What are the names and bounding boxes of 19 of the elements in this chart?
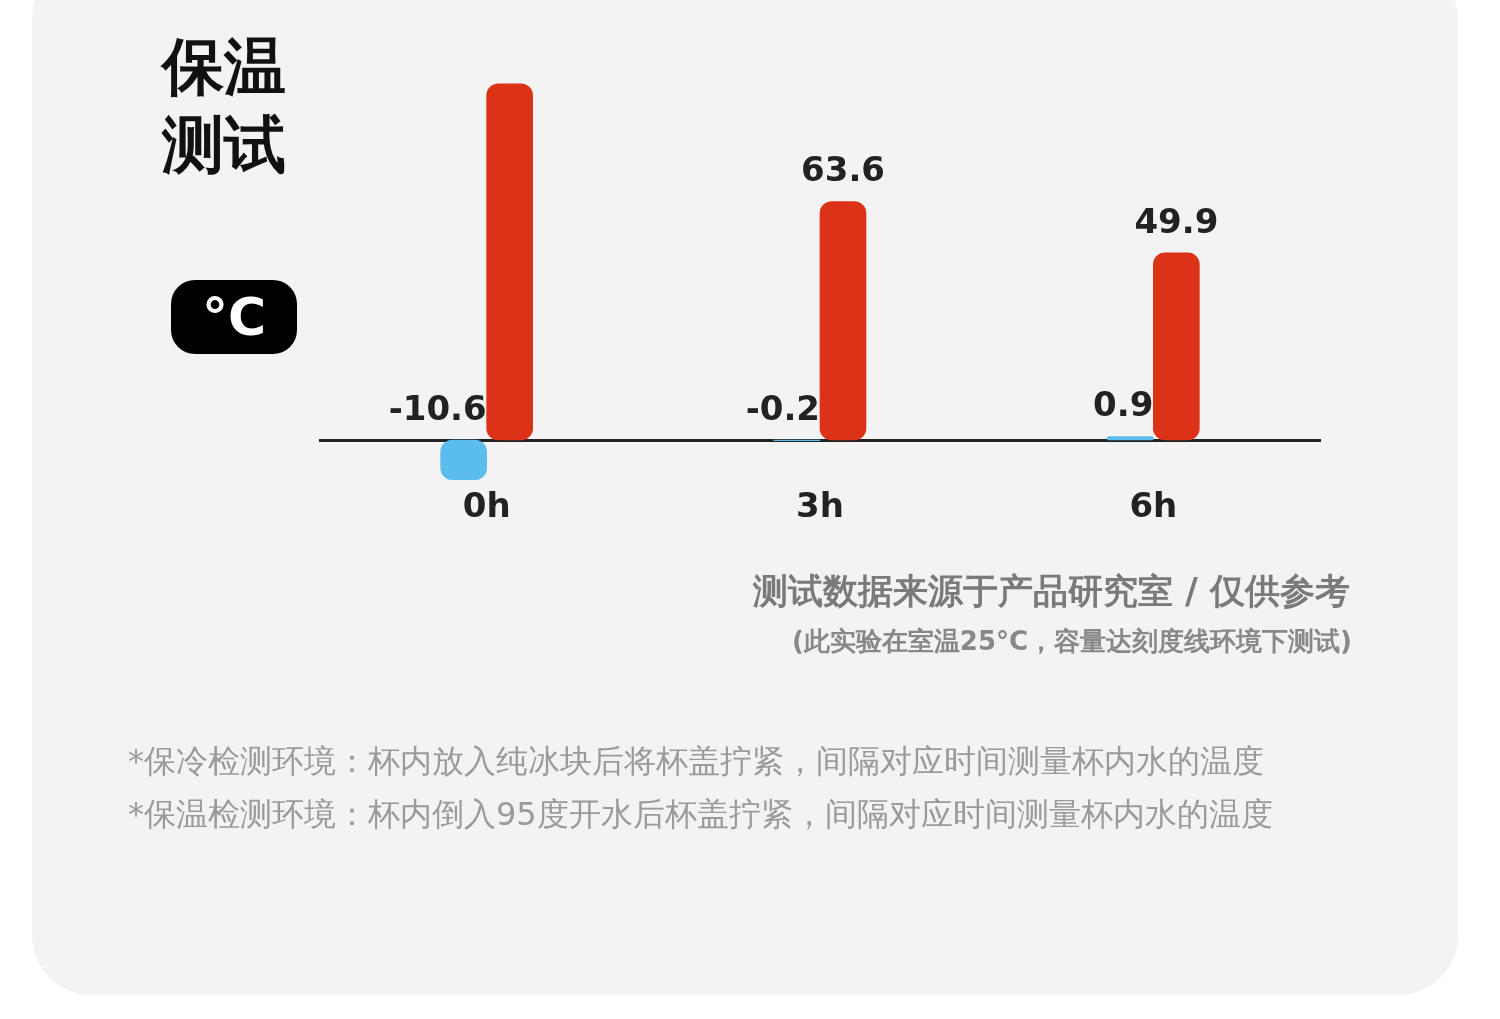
bar [440,439,487,481]
bar [1153,252,1200,441]
bar [1107,436,1154,441]
bar [819,201,867,441]
x-tick-label: 6h [1129,485,1178,526]
chart-title: 保温测试 [162,29,287,183]
text: *保冷检测环境：杯内放入纯冰块后将杯盖拧紧，间隔对应时间测量杯内水的温度 [128,741,1264,782]
text: (此实验在室温25°C，容量达刻度线环境下测试) [791,625,1352,658]
x-tick-label: 0h [462,485,511,526]
text: 测试数据来源于产品研究室 / 仅供参考 [752,570,1350,613]
data-label: 0.9 [1093,384,1154,425]
data-label: -10.6 [388,387,487,428]
data-label: 63.6 [801,149,885,190]
data-label: 49.9 [1134,200,1219,241]
bar [486,83,533,441]
data-label: -0.2 [745,387,820,428]
x-tick-label: 3h [796,485,844,526]
y-axis-title: °C [171,280,297,354]
text: *保温检测环境：杯内倒入95度开水后杯盖拧紧，间隔对应时间测量杯内水的温度 [128,794,1273,835]
